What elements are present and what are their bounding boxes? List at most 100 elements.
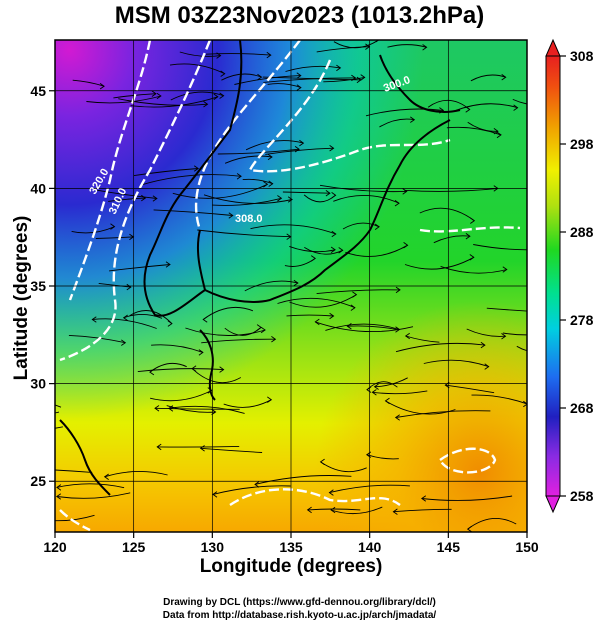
streamline-arrow <box>493 128 499 135</box>
streamline <box>129 310 173 324</box>
streamline <box>316 46 370 53</box>
streamline-arrow <box>294 146 300 153</box>
streamline-arrow <box>422 44 428 51</box>
streamline-arrow <box>444 381 450 389</box>
streamline <box>245 140 304 151</box>
streamline-arrow <box>421 495 427 502</box>
streamline-arrow <box>219 366 225 373</box>
streamline <box>55 404 62 408</box>
streamline <box>244 280 299 292</box>
streamline-arrow <box>384 397 390 405</box>
streamline <box>95 236 134 239</box>
streamline-arrow <box>149 368 155 376</box>
streamline <box>86 95 162 104</box>
streamline <box>345 244 408 257</box>
streamline <box>387 44 427 48</box>
streamline <box>123 314 163 319</box>
colorbar-top-arrow <box>545 38 561 57</box>
streamline-arrow <box>314 318 320 326</box>
x-tick-label-120: 120 <box>43 539 67 555</box>
streamline-arrow <box>110 223 116 230</box>
streamline-arrow <box>501 333 507 340</box>
streamline <box>224 155 273 164</box>
streamline <box>109 264 171 272</box>
streamline <box>446 126 502 136</box>
streamline-arrow <box>9 508 13 514</box>
streamline <box>323 76 365 83</box>
streamline-arrow <box>154 405 160 412</box>
streamline <box>289 294 357 308</box>
streamline-arrow <box>570 91 574 97</box>
streamline-arrow <box>325 190 331 197</box>
streamline-arrow <box>203 101 209 108</box>
streamline-arrow <box>338 247 344 254</box>
streamline <box>467 121 498 132</box>
streamline-arrow <box>501 74 507 81</box>
streamline <box>203 194 293 204</box>
streamline-arrow <box>266 51 272 59</box>
contour-line <box>194 40 301 231</box>
streamline-arrow <box>404 332 410 340</box>
streamline-arrow <box>0 406 1 412</box>
streamline-arrow <box>306 506 312 514</box>
streamline <box>365 108 444 117</box>
streamline <box>197 229 291 238</box>
streamline <box>71 226 115 234</box>
streamline-arrow <box>469 254 475 261</box>
streamline-arrow <box>156 443 162 451</box>
streamline <box>72 79 105 87</box>
streamline <box>395 410 491 418</box>
streamline <box>265 147 334 155</box>
coastline <box>204 119 451 303</box>
streamline <box>307 508 361 511</box>
streamline-arrow <box>410 116 416 123</box>
streamline <box>108 197 146 202</box>
streamline-arrow <box>371 389 377 396</box>
streamline-arrow <box>523 400 527 408</box>
streamline <box>133 168 199 177</box>
y-axis: 25 30 35 40 45 <box>30 83 55 489</box>
streamline-arrow <box>56 484 62 491</box>
streamline <box>157 445 240 448</box>
streamline-arrow <box>212 491 218 498</box>
streamline <box>202 306 254 320</box>
streamline-arrow <box>267 153 273 161</box>
streamline-arrow <box>352 291 358 298</box>
streamline <box>419 207 475 222</box>
coastline <box>143 40 243 317</box>
streamline <box>55 469 93 473</box>
streamline <box>137 368 224 373</box>
streamline-arrow <box>271 336 277 343</box>
streamline-arrow <box>360 74 366 81</box>
streamline-arrow <box>213 93 219 100</box>
streamline <box>96 189 157 199</box>
streamline <box>404 256 475 270</box>
streamline <box>374 377 408 388</box>
streamline-arrow <box>466 525 472 532</box>
streamline <box>433 235 470 244</box>
streamline <box>466 328 506 337</box>
streamline-arrow <box>277 195 283 202</box>
streamline-arrow <box>126 283 132 291</box>
colorbar-tick-label-288: 288 <box>570 224 594 240</box>
streamline-arrow <box>56 493 62 500</box>
y-tick-label-45: 45 <box>30 83 46 99</box>
streamline <box>342 222 380 230</box>
streamline-arrow <box>211 408 217 416</box>
streamline-arrow <box>156 92 162 100</box>
streamline-arrow <box>351 74 357 82</box>
streamline <box>166 405 216 413</box>
streamline <box>104 471 168 478</box>
streamline-arrow <box>484 363 490 370</box>
streamline <box>55 426 63 429</box>
contour-line <box>419 226 521 233</box>
streamline-arrow <box>193 165 199 172</box>
colorbar-tick-label-258: 258 <box>570 488 594 504</box>
contour-line <box>68 40 152 301</box>
streamline <box>170 91 224 101</box>
streamline <box>68 334 126 344</box>
colorbar-bottom-arrow <box>545 495 561 514</box>
credit-drawing: Drawing by DCL (https://www.gfd-dennou.o… <box>163 597 436 608</box>
streamline <box>56 492 131 499</box>
